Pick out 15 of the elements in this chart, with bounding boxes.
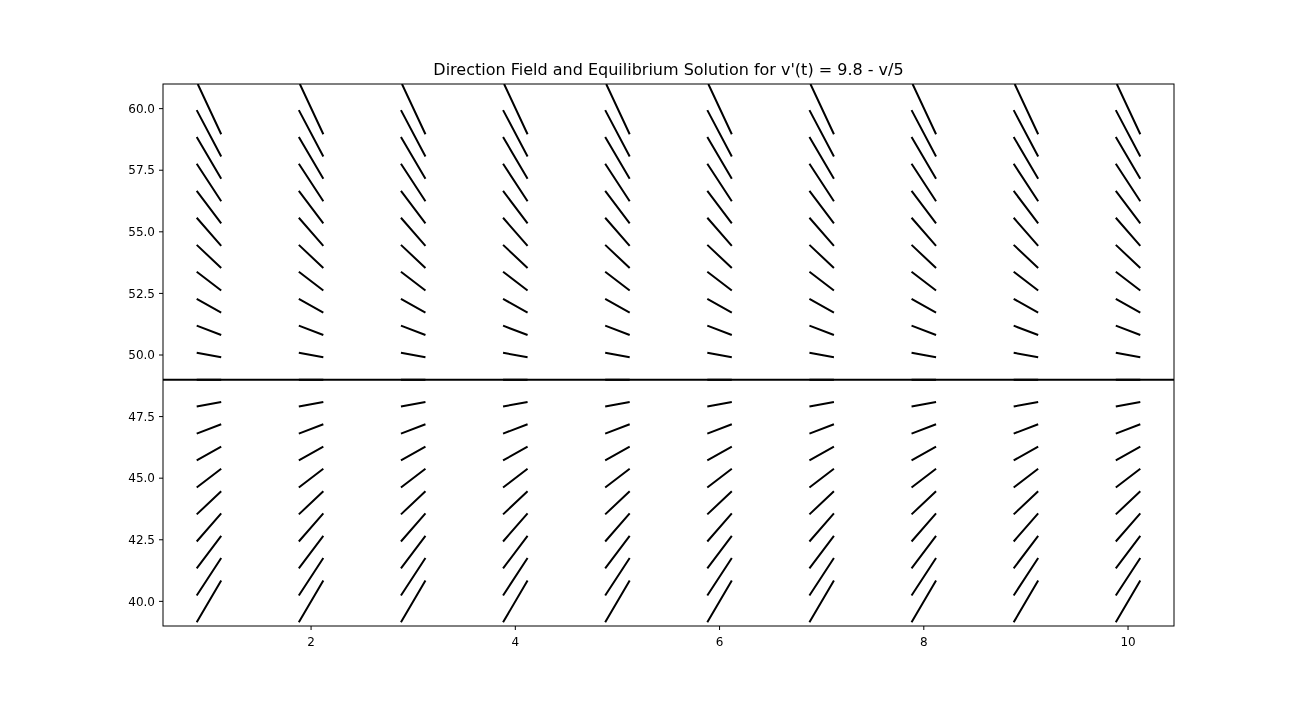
x-tick-label: 10 bbox=[1120, 635, 1136, 649]
chart-title: Direction Field and Equilibrium Solution for v'(t) = 9.8 - v/5 bbox=[433, 60, 904, 79]
x-tick-label: 6 bbox=[715, 635, 724, 649]
y-tick-label: 50.0 bbox=[128, 348, 155, 363]
y-tick-label: 47.5 bbox=[128, 409, 155, 424]
y-tick-label: 57.5 bbox=[128, 163, 155, 178]
x-tick-label: 4 bbox=[511, 635, 520, 649]
y-tick-label: 45.0 bbox=[128, 471, 155, 486]
y-tick-label: 52.5 bbox=[128, 286, 155, 301]
x-tick-label: 8 bbox=[919, 635, 928, 649]
y-tick-label: 55.0 bbox=[128, 225, 155, 240]
x-tick-label: 2 bbox=[307, 635, 315, 649]
y-tick-label: 42.5 bbox=[128, 532, 155, 547]
y-tick-label: 60.0 bbox=[128, 101, 155, 116]
y-tick-label: 40.0 bbox=[128, 594, 155, 609]
